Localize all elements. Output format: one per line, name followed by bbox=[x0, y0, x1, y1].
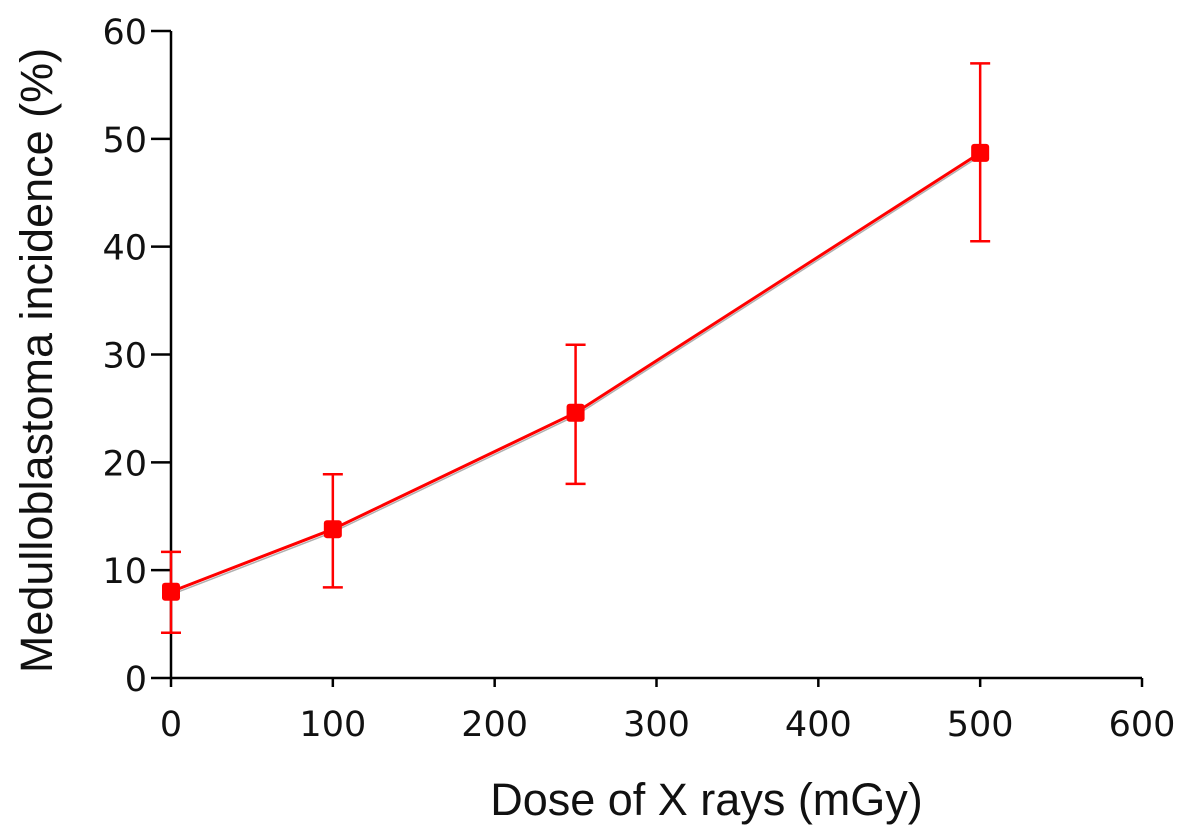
y-tick-label: 40 bbox=[102, 229, 147, 269]
x-tick-label: 200 bbox=[461, 705, 528, 745]
x-tick-label: 100 bbox=[299, 705, 366, 745]
y-tick-label: 30 bbox=[102, 337, 147, 377]
y-axis-title: Medulloblastoma incidence (%) bbox=[11, 48, 62, 673]
y-tick-label: 0 bbox=[125, 660, 147, 700]
y-tick-label: 10 bbox=[102, 552, 147, 592]
x-tick-label: 500 bbox=[947, 705, 1014, 745]
y-tick-label: 50 bbox=[102, 121, 147, 161]
data-point bbox=[566, 403, 585, 422]
data-point bbox=[323, 520, 342, 539]
y-tick-label: 60 bbox=[102, 13, 147, 53]
x-axis-title: Dose of X rays (mGy) bbox=[490, 774, 923, 825]
series-line bbox=[170, 151, 981, 594]
data-point bbox=[971, 143, 990, 162]
x-tick-label: 300 bbox=[623, 705, 690, 745]
y-tick-label: 20 bbox=[102, 444, 147, 484]
series-line-shadow bbox=[170, 155, 981, 596]
x-tick-label: 600 bbox=[1109, 705, 1176, 745]
data-point bbox=[162, 582, 180, 601]
x-tick-label: 0 bbox=[160, 705, 182, 745]
x-tick-label: 400 bbox=[785, 705, 852, 745]
